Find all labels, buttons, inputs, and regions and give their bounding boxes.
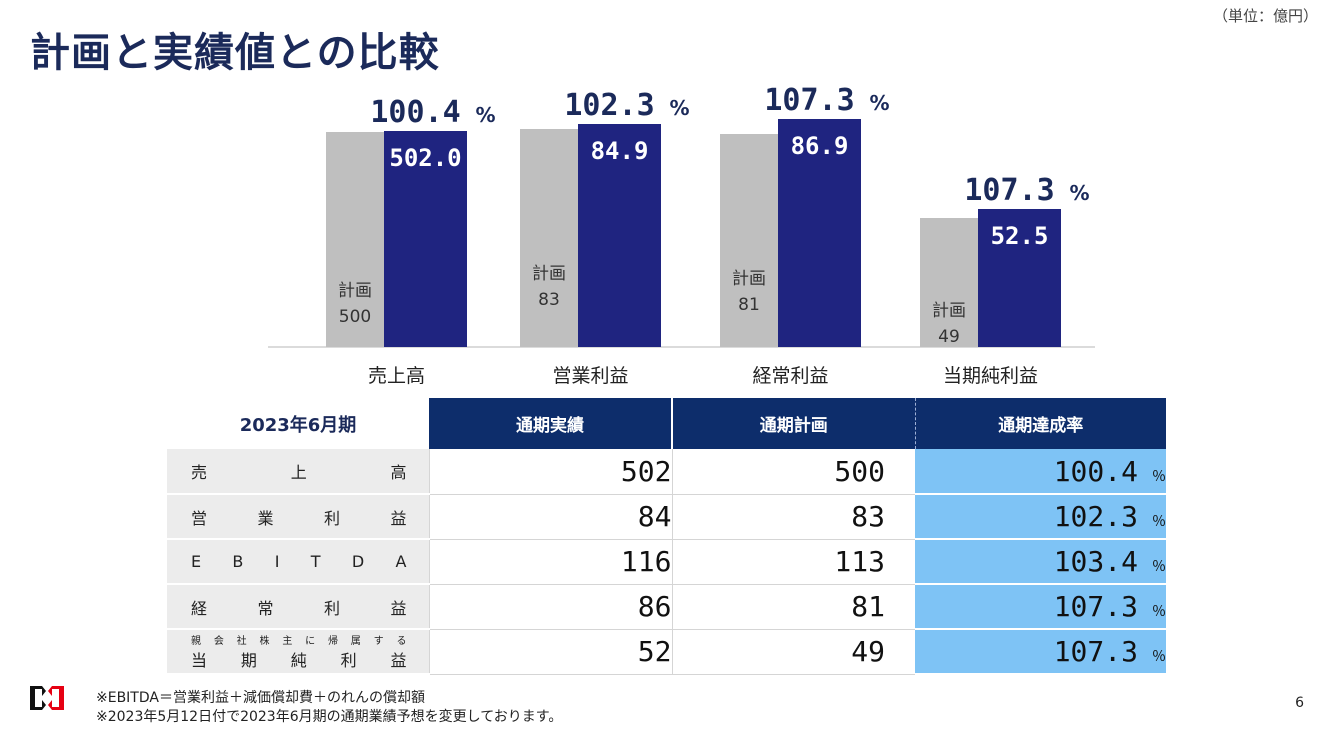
plan-value: 81 bbox=[671, 584, 915, 630]
achievement-rate-label: 102.3 bbox=[564, 88, 654, 123]
row-label-small: 親会社株主に帰属する bbox=[191, 636, 407, 647]
actual-data-label: 86.9 bbox=[791, 132, 849, 160]
plan-bar bbox=[326, 132, 384, 347]
plan-bar bbox=[920, 218, 978, 347]
comparison-table: 2023年6月期 通期実績 通期計画 通期達成率 売上高 502 500 100… bbox=[167, 398, 1166, 675]
row-label: 経常利益 bbox=[191, 598, 407, 618]
plan-data-label: 49 bbox=[938, 327, 960, 347]
actual-value: 502 bbox=[428, 449, 672, 495]
actual-bar bbox=[384, 131, 467, 347]
page-title: 計画と実績値との比較 bbox=[30, 30, 440, 76]
footnote-ebitda: ※EBITDA＝営業利益＋減価償却費＋のれんの償却額 bbox=[96, 690, 425, 706]
plan-bar bbox=[520, 129, 578, 347]
achievement-rate-label: 100.4 bbox=[370, 95, 460, 130]
rate-suffix: % bbox=[670, 96, 690, 120]
header-actual: 通期実績 bbox=[429, 398, 672, 449]
comparison-bar-chart: 502.0 100.4 % 計画 500 売上高 84.9 102.3 % 計画 83 営業利益 86.… bbox=[268, 83, 1095, 387]
plan-data-label: 83 bbox=[538, 290, 560, 310]
rate-value: 107.3 ％ bbox=[915, 584, 1166, 630]
achievement-rate-label: 107.3 bbox=[964, 173, 1054, 208]
row-label: 売上高 bbox=[191, 463, 407, 482]
category-tick-label: 売上高 bbox=[368, 365, 425, 387]
table-row: 経常利益 86 81 107.3 ％ bbox=[167, 584, 1166, 630]
table-row: 営業利益 84 83 102.3 ％ bbox=[167, 494, 1166, 540]
header-plan: 通期計画 bbox=[671, 398, 915, 449]
rate-value: 103.4 ％ bbox=[915, 539, 1166, 585]
category-tick-label: 経常利益 bbox=[752, 365, 828, 387]
actual-data-label: 52.5 bbox=[991, 222, 1049, 250]
row-label: 当期純利益 bbox=[191, 651, 407, 670]
plan-value: 49 bbox=[671, 629, 915, 675]
plan-prefix-label: 計画 bbox=[732, 269, 766, 289]
plan-prefix-label: 計画 bbox=[338, 281, 372, 301]
plan-value: 113 bbox=[671, 539, 915, 585]
plan-data-label: 500 bbox=[339, 307, 371, 327]
table-row: 親会社株主に帰属する 当期純利益 52 49 107.3 ％ bbox=[167, 629, 1166, 675]
actual-bar bbox=[978, 209, 1061, 347]
rate-suffix: % bbox=[1070, 181, 1090, 205]
actual-value: 84 bbox=[428, 494, 672, 540]
actual-data-label: 502.0 bbox=[389, 144, 461, 172]
page-number: 6 bbox=[1295, 695, 1304, 711]
footnote-forecast: ※2023年5月12日付で2023年6月期の通期業績予想を変更しております。 bbox=[96, 709, 563, 725]
rate-suffix: % bbox=[870, 91, 890, 115]
category-tick-label: 当期純利益 bbox=[943, 365, 1038, 387]
category-tick-label: 営業利益 bbox=[552, 365, 628, 387]
actual-bar bbox=[578, 124, 661, 347]
plan-prefix-label: 計画 bbox=[532, 264, 566, 284]
achievement-rate-label: 107.3 bbox=[764, 83, 854, 118]
unit-label: （単位：億円） bbox=[1212, 7, 1318, 25]
table-period: 2023年6月期 bbox=[167, 398, 429, 449]
header-rate: 通期達成率 bbox=[914, 398, 1166, 449]
plan-prefix-label: 計画 bbox=[932, 301, 966, 321]
plan-value: 83 bbox=[671, 494, 915, 540]
plan-value: 500 bbox=[671, 449, 915, 495]
actual-value: 86 bbox=[428, 584, 672, 630]
actual-bar bbox=[778, 119, 861, 347]
actual-data-label: 84.9 bbox=[591, 137, 649, 165]
rate-suffix: % bbox=[476, 103, 496, 127]
plan-data-label: 81 bbox=[738, 295, 760, 315]
actual-value: 52 bbox=[428, 629, 672, 675]
rate-value: 107.3 ％ bbox=[915, 629, 1166, 675]
actual-value: 116 bbox=[428, 539, 672, 585]
rate-value: 102.3 ％ bbox=[915, 494, 1166, 540]
plan-bar bbox=[720, 134, 778, 347]
row-label: 営業利益 bbox=[191, 508, 407, 528]
rate-value: 100.4 ％ bbox=[915, 449, 1166, 495]
company-logo-icon bbox=[28, 683, 66, 717]
table-row: 売上高 502 500 100.4 ％ bbox=[167, 449, 1166, 495]
